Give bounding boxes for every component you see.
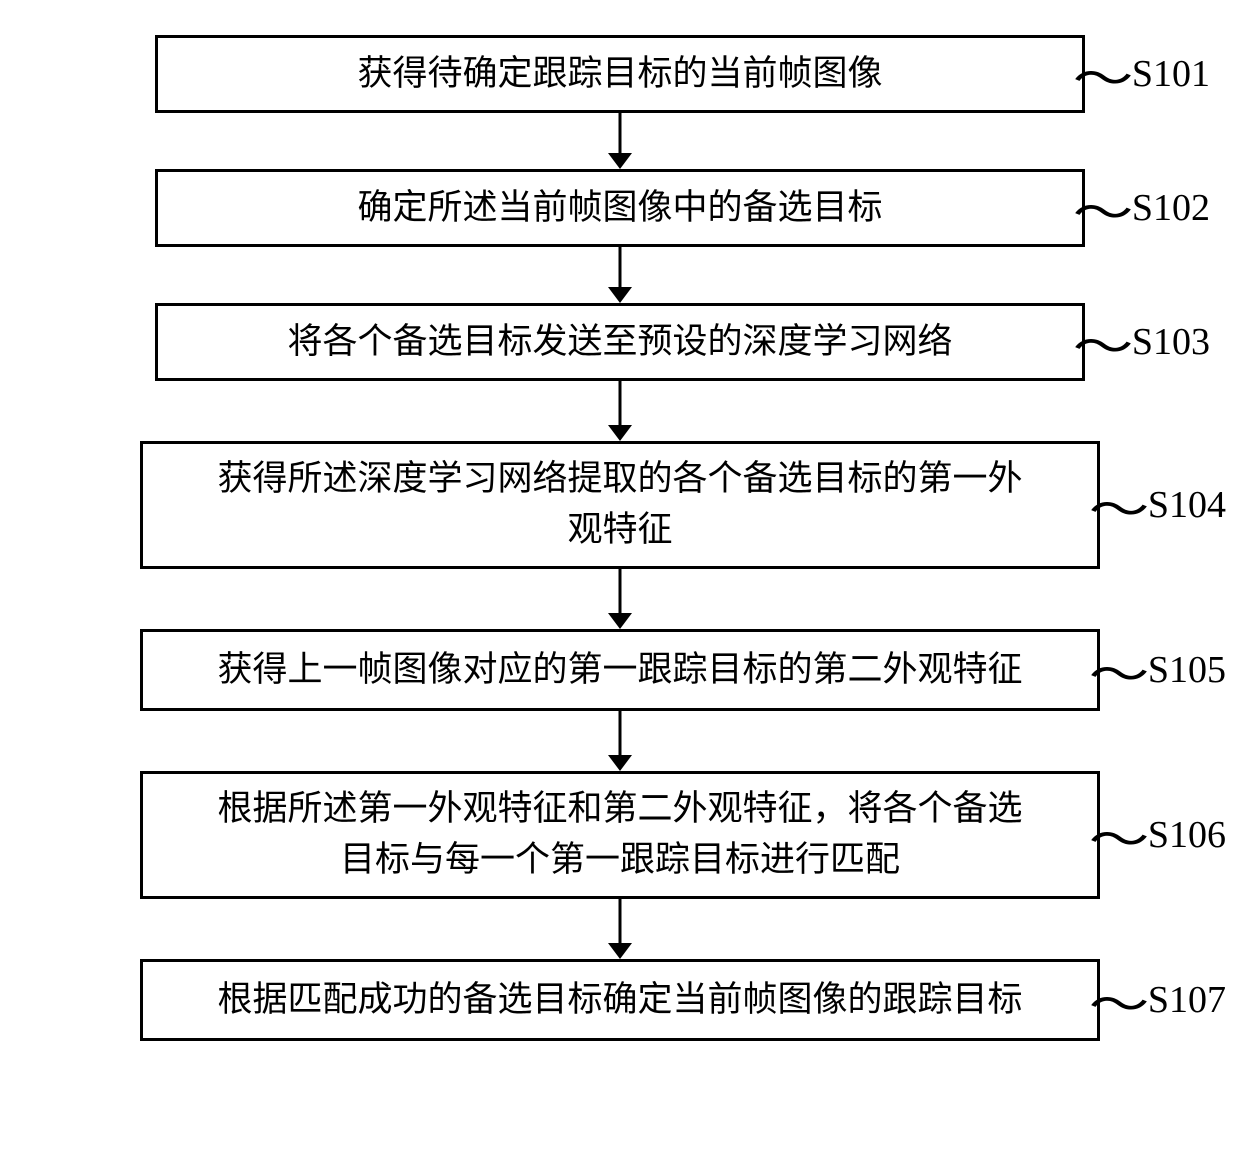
tilde-icon: 〜 bbox=[1088, 637, 1149, 703]
step-text: 获得所述深度学习网络提取的各个备选目标的第一外观特征 bbox=[217, 454, 1022, 556]
step-row-S102: 确定所述当前帧图像中的备选目标 〜S102 bbox=[20, 169, 1220, 247]
step-label-text: S107 bbox=[1148, 978, 1226, 1022]
step-row-S104: 获得所述深度学习网络提取的各个备选目标的第一外观特征〜S104 bbox=[20, 441, 1220, 569]
step-label-S103: 〜S103 bbox=[1084, 315, 1210, 370]
tilde-icon: 〜 bbox=[1088, 472, 1149, 538]
tilde-icon: 〜 bbox=[1072, 175, 1133, 241]
tilde-icon: 〜 bbox=[1072, 41, 1133, 107]
step-box-S104: 获得所述深度学习网络提取的各个备选目标的第一外观特征 bbox=[140, 441, 1100, 569]
step-label-S105: 〜S105 bbox=[1100, 643, 1226, 698]
step-label-S102: 〜S102 bbox=[1084, 181, 1210, 236]
step-text: 获得上一帧图像对应的第一跟踪目标的第二外观特征 bbox=[217, 645, 1022, 696]
tilde-icon: 〜 bbox=[1072, 309, 1133, 375]
step-box-S103: 将各个备选目标发送至预设的深度学习网络 bbox=[155, 303, 1085, 381]
step-box-S101: 获得待确定跟踪目标的当前帧图像 bbox=[155, 35, 1085, 113]
arrow-after-S104 bbox=[20, 569, 1220, 629]
step-label-S107: 〜S107 bbox=[1100, 973, 1226, 1028]
step-box-S102: 确定所述当前帧图像中的备选目标 bbox=[155, 169, 1085, 247]
step-label-S106: 〜S106 bbox=[1100, 808, 1226, 863]
step-text: 根据匹配成功的备选目标确定当前帧图像的跟踪目标 bbox=[217, 975, 1022, 1026]
arrow-after-S105 bbox=[20, 711, 1220, 771]
step-box-S107: 根据匹配成功的备选目标确定当前帧图像的跟踪目标 bbox=[140, 959, 1100, 1041]
arrow-after-S101 bbox=[20, 113, 1220, 169]
step-label-text: S106 bbox=[1148, 813, 1226, 857]
step-label-S101: 〜S101 bbox=[1084, 47, 1210, 102]
tilde-icon: 〜 bbox=[1088, 967, 1149, 1033]
step-box-S106: 根据所述第一外观特征和第二外观特征，将各个备选目标与每一个第一跟踪目标进行匹配 bbox=[140, 771, 1100, 899]
step-row-S107: 根据匹配成功的备选目标确定当前帧图像的跟踪目标〜S107 bbox=[20, 959, 1220, 1041]
step-row-S106: 根据所述第一外观特征和第二外观特征，将各个备选目标与每一个第一跟踪目标进行匹配〜… bbox=[20, 771, 1220, 899]
tilde-icon: 〜 bbox=[1088, 802, 1149, 868]
step-label-S104: 〜S104 bbox=[1100, 478, 1226, 533]
arrow-after-S103 bbox=[20, 381, 1220, 441]
arrow-after-S106 bbox=[20, 899, 1220, 959]
step-row-S105: 获得上一帧图像对应的第一跟踪目标的第二外观特征〜S105 bbox=[20, 629, 1220, 711]
step-text: 确定所述当前帧图像中的备选目标 bbox=[357, 183, 882, 234]
arrow-after-S102 bbox=[20, 247, 1220, 303]
step-text: 获得待确定跟踪目标的当前帧图像 bbox=[357, 49, 882, 100]
step-label-text: S103 bbox=[1132, 320, 1210, 364]
step-row-S103: 将各个备选目标发送至预设的深度学习网络 〜S103 bbox=[20, 303, 1220, 381]
step-text: 将各个备选目标发送至预设的深度学习网络 bbox=[287, 317, 952, 368]
step-box-S105: 获得上一帧图像对应的第一跟踪目标的第二外观特征 bbox=[140, 629, 1100, 711]
step-label-text: S101 bbox=[1132, 52, 1210, 96]
step-row-S101: 获得待确定跟踪目标的当前帧图像 〜S101 bbox=[20, 35, 1220, 113]
step-label-text: S104 bbox=[1148, 483, 1226, 527]
flowchart: 获得待确定跟踪目标的当前帧图像〜S101确定所述当前帧图像中的备选目标〜S102… bbox=[20, 35, 1220, 1041]
step-label-text: S102 bbox=[1132, 186, 1210, 230]
step-label-text: S105 bbox=[1148, 648, 1226, 692]
step-text: 根据所述第一外观特征和第二外观特征，将各个备选目标与每一个第一跟踪目标进行匹配 bbox=[217, 784, 1022, 886]
